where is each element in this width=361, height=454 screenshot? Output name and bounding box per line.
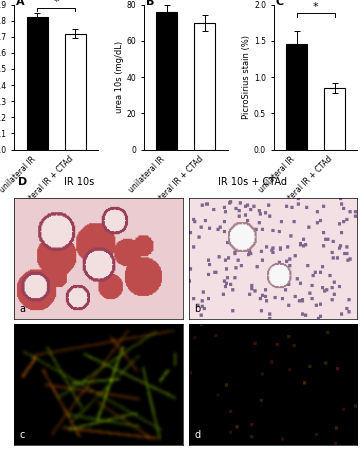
Text: b: b: [194, 305, 201, 315]
Text: *: *: [53, 0, 59, 7]
Text: *: *: [313, 2, 318, 12]
Bar: [65, 34, 86, 149]
Bar: [324, 88, 345, 149]
Bar: [27, 17, 48, 149]
Text: A: A: [16, 0, 25, 7]
Text: C: C: [276, 0, 284, 7]
Text: D: D: [18, 177, 27, 187]
Y-axis label: PicroSirius stain (%): PicroSirius stain (%): [242, 35, 251, 119]
Text: B: B: [146, 0, 155, 7]
Text: c: c: [19, 430, 25, 440]
Text: IR 10s + CTAd: IR 10s + CTAd: [218, 177, 287, 187]
Bar: [286, 44, 307, 149]
Bar: [156, 12, 177, 149]
Bar: [195, 23, 216, 149]
Text: d: d: [194, 430, 200, 440]
Text: IR 10s: IR 10s: [64, 177, 95, 187]
Y-axis label: urea 10s (mg/dL): urea 10s (mg/dL): [115, 41, 124, 113]
Text: a: a: [19, 305, 26, 315]
